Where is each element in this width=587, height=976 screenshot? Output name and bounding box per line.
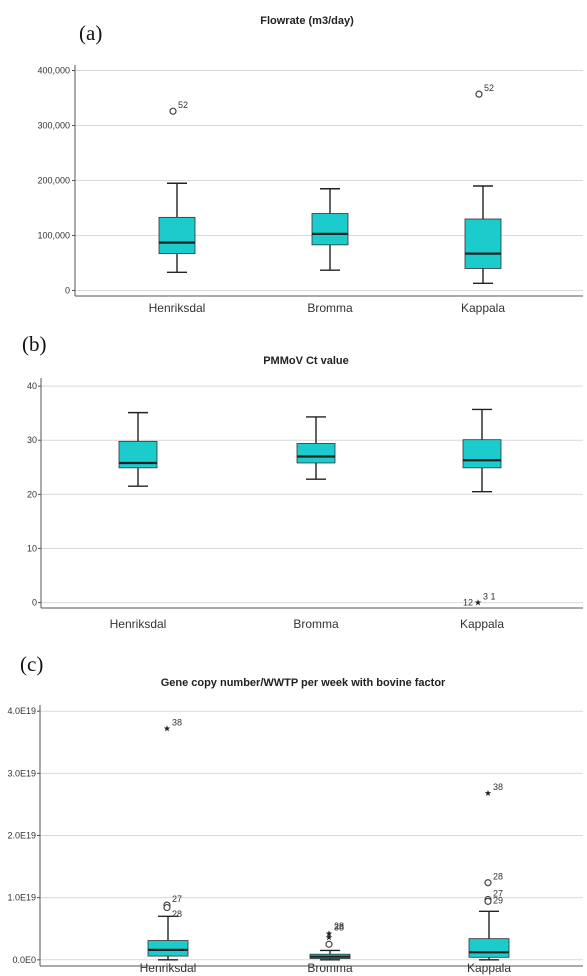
box-kappala: 52 [464,83,502,285]
outlier-label: 28 [334,921,344,931]
outlier-star [484,789,492,796]
outlier-label: 28 [172,909,182,919]
outlier-circle [169,107,177,115]
y-tick-label: 2.0E19 [7,831,36,841]
y-tick-label: 20 [27,489,37,499]
y-tick-label: 400,000 [37,66,70,76]
y-tick-label: 1.0E19 [7,893,36,903]
outlier-circle [163,903,171,912]
chart-panel-b: (b) PMMoV Ct value 0 10 20 30 40 Henriksdal Brom… [22,332,583,631]
box-bromma [311,188,349,271]
iqr-box [462,439,502,469]
panel-label: (b) [22,332,47,356]
x-tick-label: Bromma [307,301,353,315]
outlier-label: 52 [484,83,494,93]
outlier-star [325,930,333,937]
y-tick-label: 100,000 [37,231,70,241]
x-tick-label: Henriksdal [140,961,197,975]
outlier-label: 27 [493,889,503,899]
iqr-box [158,216,196,255]
outlier-label: 3 1 [483,592,496,602]
x-tick-label: Bromma [293,617,339,631]
panel-label: (c) [20,652,43,676]
outlier-circle [484,897,492,905]
iqr-box [311,213,349,246]
x-tick-label: Henriksdal [149,301,206,315]
x-tick-label: Kappala [460,617,504,631]
box-bromma [296,416,336,480]
outlier-label: 29 [493,895,503,905]
iqr-box [147,940,189,957]
outlier-star [163,725,171,732]
outlier-circle [475,90,483,98]
outlier-label: 28 [493,872,503,882]
panel-label: (a) [79,21,102,45]
y-tick-label: 10 [27,543,37,553]
y-tick-label: 4.0E19 [7,706,36,716]
outlier-label: 27 [172,894,182,904]
chart-panel-a: (a) Flowrate (m3/day) 0 100,000 200,000 300,0… [37,15,583,315]
box-henriksdal: 38 27 28 [147,718,189,961]
iqr-box [296,443,336,464]
outlier-label: 52 [178,100,188,110]
outlier-circle [325,940,333,948]
x-tick-label: Henriksdal [110,617,167,631]
y-tick-label: 40 [27,381,37,391]
iqr-box [468,938,510,958]
chart-title: Flowrate (m3/day) [260,15,354,27]
x-tick-label: Kappala [467,961,511,975]
y-tick-label: 30 [27,435,37,445]
x-tick-label: Kappala [461,301,505,315]
box-henriksdal: 52 [158,100,196,274]
y-tick-label: 3.0E19 [7,768,36,778]
y-tick-label: 200,000 [37,176,70,186]
outlier-circle [484,879,492,887]
outlier-label: 38 [172,718,182,728]
chart-title: PMMoV Ct value [263,355,349,367]
x-tick-label: Bromma [307,961,353,975]
y-tick-label: 0 [32,598,37,608]
chart-title: Gene copy number/WWTP per week with bovi… [161,677,446,689]
y-tick-label: 0 [65,286,70,296]
outlier-star [325,934,333,941]
iqr-box [464,218,502,269]
chart-panel-c: (c) Gene copy number/WWTP per week with b… [7,652,583,975]
box-henriksdal [118,411,158,487]
outlier-star [474,599,482,606]
y-tick-label: 0.0E0 [12,955,36,965]
y-tick-label: 300,000 [37,121,70,131]
outlier-label: 38 [334,923,344,933]
outlier-label: 12 [463,598,473,608]
box-kappala: 3 1 12 [462,408,502,608]
outlier-label: 38 [493,782,503,792]
